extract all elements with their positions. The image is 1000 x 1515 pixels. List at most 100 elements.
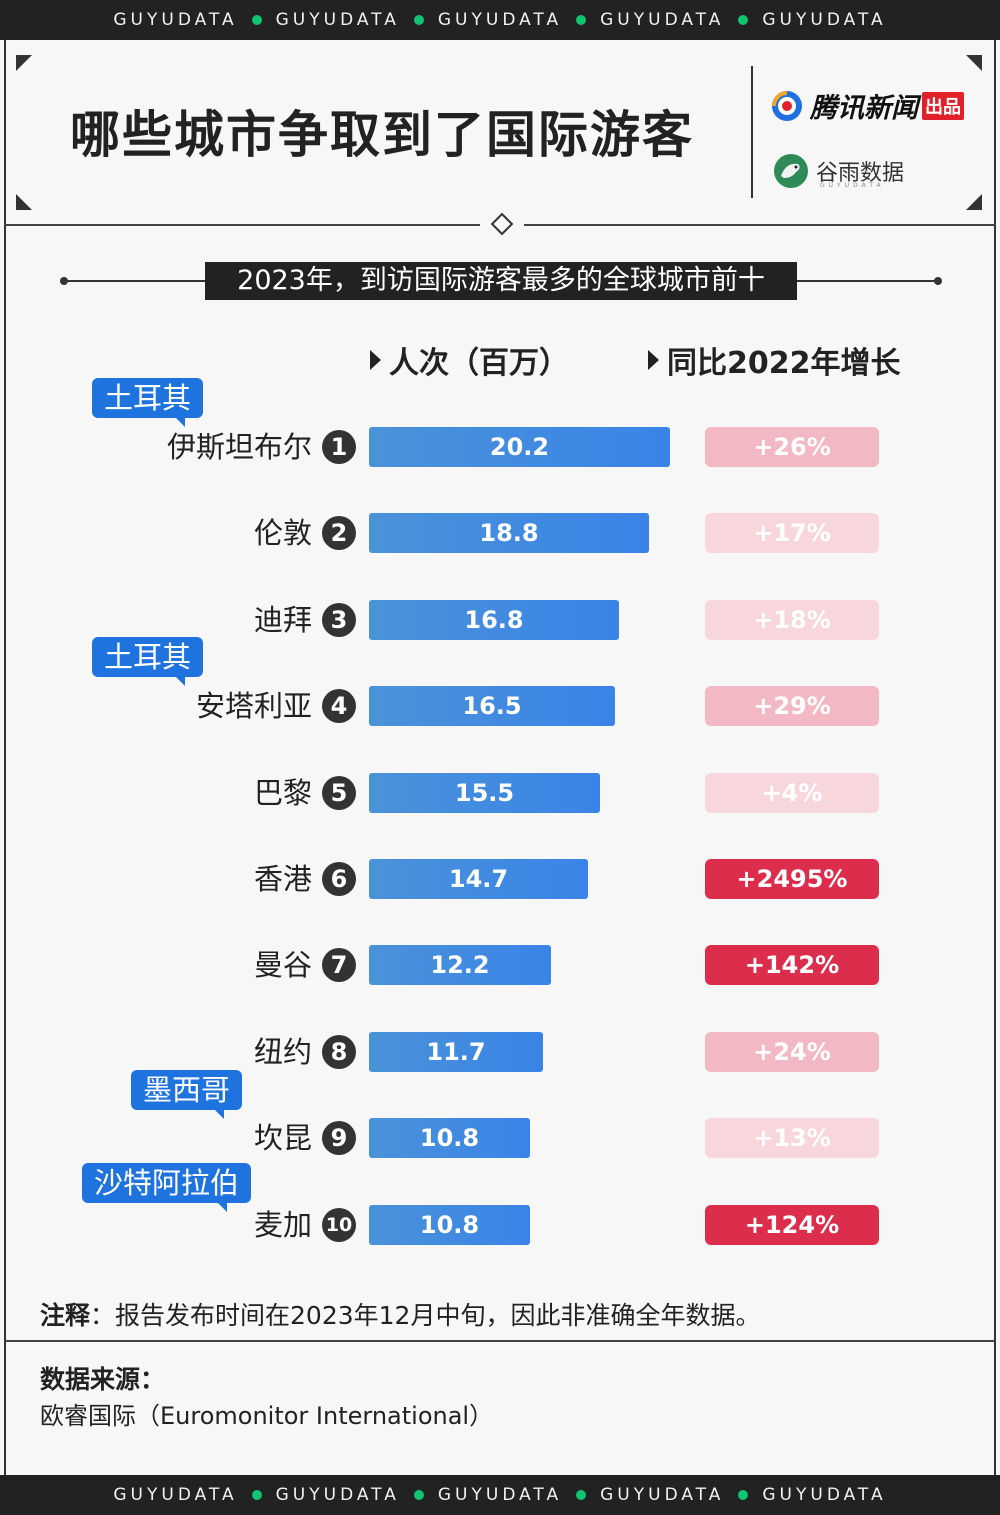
rank-badge: 1 xyxy=(322,430,356,464)
corner-mark-icon xyxy=(16,194,32,210)
city-label: 纽约 xyxy=(253,1035,312,1069)
growth-badge: +24% xyxy=(705,1032,879,1072)
chart-row: 香港 6 14.7 +2495% xyxy=(0,859,1000,899)
play-arrow-icon xyxy=(370,350,381,370)
growth-badge: +18% xyxy=(705,600,879,640)
chart-row: 迪拜 3 16.8 +18% xyxy=(0,600,1000,640)
growth-badge: +4% xyxy=(705,773,879,813)
column-header-label: 人次（百万） xyxy=(389,346,569,381)
footnote: 注释：报告发布时间在2023年12月中旬，因此非准确全年数据。 xyxy=(40,1296,760,1332)
city-label: 香港 xyxy=(253,862,312,896)
chart-row: 安塔利亚 4 16.5 +29% xyxy=(0,686,1000,726)
dot-icon xyxy=(251,1490,262,1500)
guyu-data-label: 谷雨数据 xyxy=(816,161,905,186)
page-title: 哪些城市争取到了国际游客 xyxy=(70,106,694,164)
country-tag: 土耳其 xyxy=(92,637,204,686)
country-tag: 墨西哥 xyxy=(131,1070,243,1119)
chart-row: 麦加 10 10.8 +124% xyxy=(0,1205,1000,1245)
city-label: 伊斯坦布尔 xyxy=(166,430,312,464)
city-label: 迪拜 xyxy=(253,603,312,637)
country-tag: 土耳其 xyxy=(92,378,204,427)
country-tag: 沙特阿拉伯 xyxy=(82,1163,252,1212)
chart-row: 坎昆 9 10.8 +13% xyxy=(0,1118,1000,1158)
dot-icon xyxy=(413,1490,424,1500)
banner-text: GUYUDATA xyxy=(275,10,400,30)
city-label: 伦敦 xyxy=(253,516,312,550)
chart-row: 纽约 8 11.7 +24% xyxy=(0,1032,1000,1072)
banner-text: GUYUDATA xyxy=(113,10,238,30)
city-label: 曼谷 xyxy=(253,948,312,982)
content-frame xyxy=(4,40,996,1475)
city-label: 麦加 xyxy=(253,1208,312,1242)
visitors-bar: 11.7 xyxy=(369,1032,543,1072)
rank-badge: 3 xyxy=(322,603,356,637)
chart-row: 伦敦 2 18.8 +17% xyxy=(0,513,1000,553)
rank-badge: 10 xyxy=(322,1208,356,1242)
rank-badge: 8 xyxy=(322,1035,356,1069)
corner-mark-icon xyxy=(966,194,982,210)
growth-badge: +2495% xyxy=(705,859,879,899)
growth-badge: +13% xyxy=(705,1118,879,1158)
guyu-data-sub: GUYUDATA xyxy=(820,182,885,189)
guyu-bird-icon xyxy=(774,154,808,188)
dot-icon xyxy=(576,1490,587,1500)
city-label: 安塔利亚 xyxy=(195,689,312,723)
banner-text: GUYUDATA xyxy=(437,10,563,30)
banner-text: GUYUDATA xyxy=(600,10,725,30)
divider xyxy=(751,66,753,198)
growth-badge: +26% xyxy=(705,427,879,467)
tencent-news-logo: 腾讯新闻 出品 xyxy=(770,86,964,125)
visitors-bar: 18.8 xyxy=(369,513,649,553)
column-header-label: 同比2022年增长 xyxy=(667,346,901,381)
growth-badge: +142% xyxy=(705,945,879,985)
visitors-bar: 10.8 xyxy=(369,1118,530,1158)
footer-divider xyxy=(4,1340,996,1342)
banner-text: GUYUDATA xyxy=(600,1485,725,1505)
rank-badge: 2 xyxy=(322,516,356,550)
rank-badge: 9 xyxy=(322,1121,356,1155)
footnote-label: 注释 xyxy=(40,1301,91,1330)
banner-text: GUYUDATA xyxy=(437,1485,563,1505)
footnote-text: ：报告发布时间在2023年12月中旬，因此非准确全年数据。 xyxy=(90,1301,761,1330)
rank-badge: 4 xyxy=(322,689,356,723)
visitors-bar: 16.5 xyxy=(369,686,615,726)
chart-row: 曼谷 7 12.2 +142% xyxy=(0,945,1000,985)
tencent-news-icon xyxy=(772,90,802,121)
banner-text: GUYUDATA xyxy=(762,10,887,30)
chart-row: 巴黎 5 15.5 +4% xyxy=(0,773,1000,813)
rank-badge: 7 xyxy=(322,948,356,982)
visitors-bar: 10.8 xyxy=(369,1205,530,1245)
rank-badge: 6 xyxy=(322,862,356,896)
growth-badge: +17% xyxy=(705,513,879,553)
column-header-visitors: 人次（百万） xyxy=(370,338,569,382)
visitors-bar: 16.8 xyxy=(369,600,619,640)
dot-icon xyxy=(738,15,749,25)
city-label: 巴黎 xyxy=(253,776,312,810)
banner-text: GUYUDATA xyxy=(113,1485,238,1505)
growth-badge: +124% xyxy=(705,1205,879,1245)
guyu-data-logo: 谷雨数据 GUYUDATA xyxy=(772,152,904,190)
banner-text: GUYUDATA xyxy=(762,1485,887,1505)
top-banner: GUYUDATA GUYUDATA GUYUDATA GUYUDATA GUYU… xyxy=(0,0,1000,40)
banner-text: GUYUDATA xyxy=(275,1485,400,1505)
growth-badge: +29% xyxy=(705,686,879,726)
tencent-news-label: 腾讯新闻 xyxy=(810,93,918,124)
bottom-banner: GUYUDATA GUYUDATA GUYUDATA GUYUDATA GUYU… xyxy=(0,1475,1000,1515)
dot-icon xyxy=(413,15,424,25)
corner-mark-icon xyxy=(966,55,982,71)
visitors-bar: 14.7 xyxy=(369,859,588,899)
city-label: 坎昆 xyxy=(253,1121,312,1155)
chart-title: 2023年，到访国际游客最多的全球城市前十 xyxy=(205,262,797,300)
chart-row: 伊斯坦布尔 1 20.2 +26% xyxy=(0,427,1000,467)
tencent-news-tag: 出品 xyxy=(922,91,964,120)
rank-badge: 5 xyxy=(322,776,356,810)
dot-icon xyxy=(251,15,262,25)
visitors-bar: 12.2 xyxy=(369,945,551,985)
source-title: 数据来源： xyxy=(40,1365,166,1394)
play-arrow-icon xyxy=(648,350,659,370)
dot-icon xyxy=(576,15,587,25)
visitors-bar: 20.2 xyxy=(369,427,670,467)
visitors-bar: 15.5 xyxy=(369,773,600,813)
corner-mark-icon xyxy=(16,55,32,71)
source-text: 欧睿国际（Euromonitor International） xyxy=(40,1402,494,1430)
